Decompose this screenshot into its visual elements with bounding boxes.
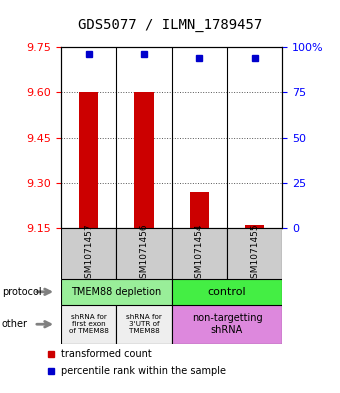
Bar — [245, 225, 264, 228]
Bar — [116, 305, 172, 344]
Text: GSM1071455: GSM1071455 — [250, 223, 259, 284]
Bar — [61, 228, 116, 279]
Text: transformed count: transformed count — [61, 349, 152, 359]
Text: GSM1071456: GSM1071456 — [140, 223, 149, 284]
Text: TMEM88 depletion: TMEM88 depletion — [71, 287, 162, 297]
Text: control: control — [208, 287, 246, 297]
Text: non-targetting
shRNA: non-targetting shRNA — [192, 314, 262, 335]
Text: GDS5077 / ILMN_1789457: GDS5077 / ILMN_1789457 — [78, 18, 262, 32]
Bar — [190, 192, 209, 228]
Text: shRNA for
first exon
of TMEM88: shRNA for first exon of TMEM88 — [69, 314, 109, 334]
Text: GSM1071457: GSM1071457 — [84, 223, 93, 284]
Bar — [227, 228, 282, 279]
Bar — [61, 305, 116, 344]
Text: protocol: protocol — [2, 287, 41, 297]
Text: GSM1071454: GSM1071454 — [195, 223, 204, 284]
Bar — [61, 279, 172, 305]
Bar — [116, 228, 172, 279]
Bar — [172, 228, 227, 279]
Bar — [79, 92, 99, 228]
Bar — [172, 279, 282, 305]
Bar — [134, 92, 154, 228]
Text: other: other — [2, 319, 28, 329]
Text: percentile rank within the sample: percentile rank within the sample — [61, 366, 226, 376]
Bar — [172, 305, 282, 344]
Text: shRNA for
3'UTR of
TMEM88: shRNA for 3'UTR of TMEM88 — [126, 314, 162, 334]
